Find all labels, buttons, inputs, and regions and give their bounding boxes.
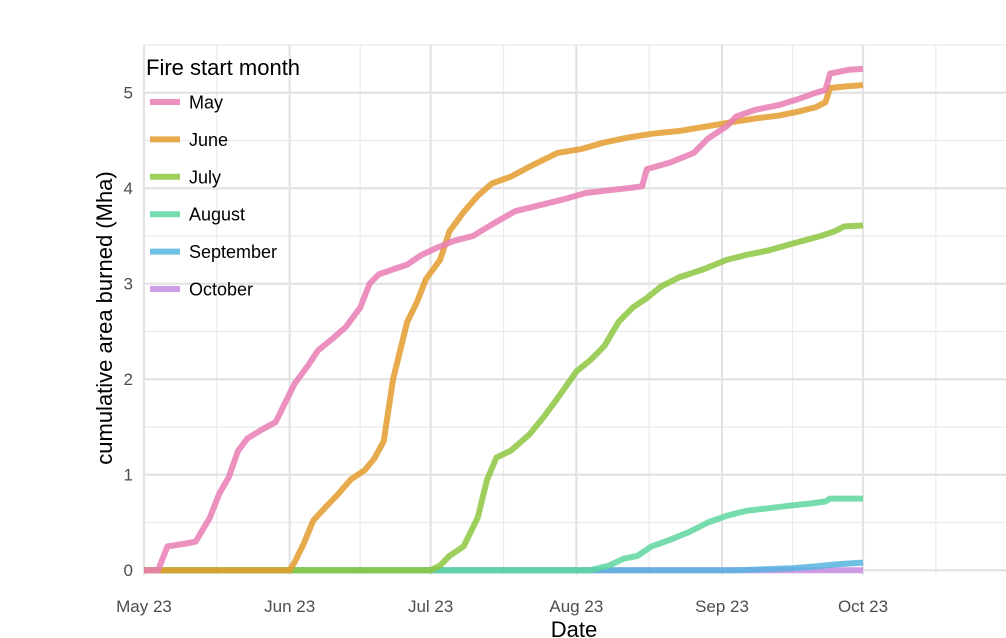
series-lines [144, 65, 864, 574]
legend: Fire start month May June July August Septem… [146, 55, 300, 300]
plot-panel [144, 45, 1006, 575]
x-tick-label: Jun 23 [264, 597, 315, 616]
legend-title: Fire start month [146, 55, 300, 80]
y-tick-label: 0 [124, 561, 133, 580]
x-axis-title: Date [551, 617, 597, 638]
legend-label-july: July [189, 167, 221, 187]
legend-label-september: September [189, 242, 277, 262]
legend-label-october: October [189, 280, 253, 300]
x-tick-label: Oct 23 [838, 597, 888, 616]
series-line-july [144, 222, 864, 574]
x-tick-label: Sep 23 [695, 597, 749, 616]
legend-label-may: May [189, 93, 223, 113]
y-tick-label: 1 [124, 466, 133, 485]
x-tick-label: May 23 [116, 597, 172, 616]
x-tick-label: Aug 23 [549, 597, 603, 616]
y-axis-title: cumulative area burned (Mha) [92, 171, 117, 464]
legend-label-august: August [189, 205, 245, 225]
y-tick-label: 3 [124, 275, 133, 294]
series-line-june [144, 82, 864, 574]
x-tick-label: Jul 23 [408, 597, 453, 616]
legend-items: May June July August September October [150, 93, 277, 300]
series-line-may [144, 65, 864, 574]
y-tick-label: 5 [124, 84, 133, 103]
y-tick-labels: 0 1 2 3 4 5 [124, 84, 133, 580]
series-line-september [144, 559, 864, 574]
y-tick-label: 2 [124, 370, 133, 389]
x-tick-labels: May 23 Jun 23 Jul 23 Aug 23 Sep 23 Oct 23 [116, 597, 888, 616]
legend-label-june: June [189, 130, 228, 150]
y-tick-label: 4 [124, 179, 133, 198]
series-line-august [144, 495, 863, 574]
